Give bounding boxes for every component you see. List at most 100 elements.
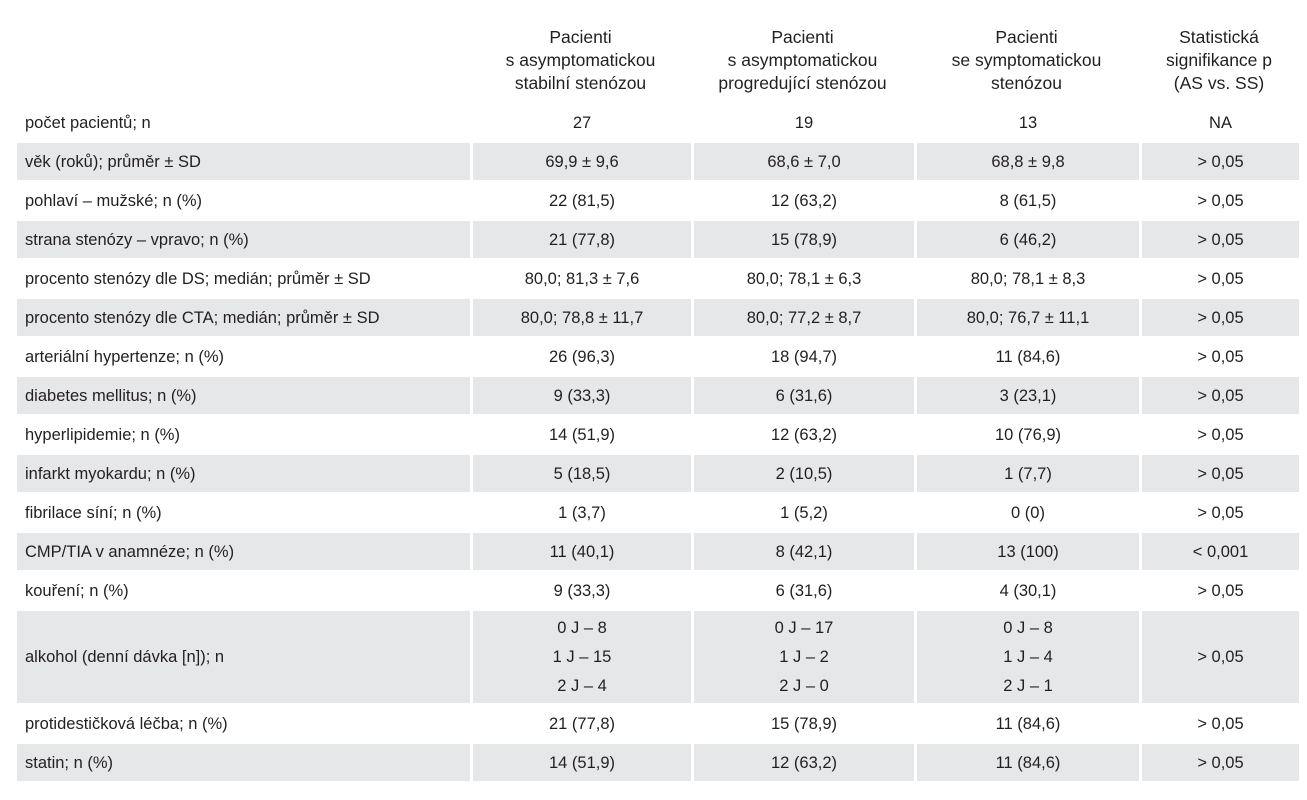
header-progressive-asymptomatic: Pacienti s asymptomatickou progredující … <box>691 7 914 102</box>
cell-stable-asymptomatic: 9 (33,3) <box>470 570 691 609</box>
row-label: CMP/TIA v anamnéze; n (%) <box>17 531 470 570</box>
cell-symptomatic: 8 (61,5) <box>914 180 1139 219</box>
header-text-line: (AS vs. SS) <box>1173 73 1265 93</box>
cell-significance: < 0,001 <box>1139 531 1299 570</box>
alcohol-dose-line: 0 J – 8 <box>557 618 607 637</box>
alcohol-dose-line: 2 J – 1 <box>1003 676 1053 695</box>
cell-symptomatic: 4 (30,1) <box>914 570 1139 609</box>
cell-progressive-asymptomatic: 1 (5,2) <box>691 492 914 531</box>
cell-significance: > 0,05 <box>1139 297 1299 336</box>
table-row: kouření; n (%) 9 (33,3) 6 (31,6) 4 (30,1… <box>17 570 1299 609</box>
cell-stable-asymptomatic: 69,9 ± 9,6 <box>470 141 691 180</box>
table-row: CMP/TIA v anamnéze; n (%) 11 (40,1) 8 (4… <box>17 531 1299 570</box>
cell-progressive-asymptomatic: 12 (63,2) <box>691 414 914 453</box>
cell-progressive-asymptomatic: 12 (63,2) <box>691 180 914 219</box>
table-body: počet pacientů; n 27 19 13 NA věk (roků)… <box>17 102 1299 781</box>
cell-significance: NA <box>1139 102 1299 141</box>
cell-significance: > 0,05 <box>1139 609 1299 703</box>
cell-symptomatic: 13 (100) <box>914 531 1139 570</box>
header-text-line: se symptomatickou <box>951 50 1102 70</box>
cell-significance: > 0,05 <box>1139 570 1299 609</box>
patient-characteristics-table: Pacienti s asymptomatickou stabilní sten… <box>17 7 1299 781</box>
alcohol-dose-line: 1 J – 15 <box>552 647 612 666</box>
cell-symptomatic: 1 (7,7) <box>914 453 1139 492</box>
header-text-line: progredující stenózou <box>718 73 887 93</box>
cell-stable-asymptomatic: 0 J – 8 1 J – 15 2 J – 4 <box>470 609 691 703</box>
cell-stable-asymptomatic: 14 (51,9) <box>470 742 691 781</box>
header-label-column <box>17 7 470 102</box>
cell-progressive-asymptomatic: 12 (63,2) <box>691 742 914 781</box>
cell-significance: > 0,05 <box>1139 492 1299 531</box>
cell-symptomatic: 0 J – 8 1 J – 4 2 J – 1 <box>914 609 1139 703</box>
row-label: věk (roků); průměr ± SD <box>17 141 470 180</box>
row-label: arteriální hypertenze; n (%) <box>17 336 470 375</box>
cell-symptomatic: 80,0; 76,7 ± 11,1 <box>914 297 1139 336</box>
row-label: pohlaví – mužské; n (%) <box>17 180 470 219</box>
cell-stable-asymptomatic: 80,0; 81,3 ± 7,6 <box>470 258 691 297</box>
alcohol-dose-line: 2 J – 0 <box>779 676 829 695</box>
header-text-line: Pacienti <box>549 27 612 47</box>
row-label: hyperlipidemie; n (%) <box>17 414 470 453</box>
cell-symptomatic: 11 (84,6) <box>914 742 1139 781</box>
cell-symptomatic: 10 (76,9) <box>914 414 1139 453</box>
cell-significance: > 0,05 <box>1139 375 1299 414</box>
cell-progressive-asymptomatic: 80,0; 77,2 ± 8,7 <box>691 297 914 336</box>
table-header-row: Pacienti s asymptomatickou stabilní sten… <box>17 7 1299 102</box>
table-row: procento stenózy dle CTA; medián; průměr… <box>17 297 1299 336</box>
cell-symptomatic: 80,0; 78,1 ± 8,3 <box>914 258 1139 297</box>
cell-significance: > 0,05 <box>1139 258 1299 297</box>
header-symptomatic: Pacienti se symptomatickou stenózou <box>914 7 1139 102</box>
cell-stable-asymptomatic: 5 (18,5) <box>470 453 691 492</box>
header-text-line: stenózou <box>990 73 1063 93</box>
row-label: infarkt myokardu; n (%) <box>17 453 470 492</box>
cell-progressive-asymptomatic: 6 (31,6) <box>691 570 914 609</box>
row-label: procento stenózy dle DS; medián; průměr … <box>17 258 470 297</box>
cell-progressive-asymptomatic: 19 <box>691 102 914 141</box>
cell-significance: > 0,05 <box>1139 703 1299 742</box>
cell-stable-asymptomatic: 22 (81,5) <box>470 180 691 219</box>
cell-significance: > 0,05 <box>1139 742 1299 781</box>
cell-stable-asymptomatic: 21 (77,8) <box>470 703 691 742</box>
cell-stable-asymptomatic: 1 (3,7) <box>470 492 691 531</box>
header-stable-asymptomatic: Pacienti s asymptomatickou stabilní sten… <box>470 7 691 102</box>
cell-progressive-asymptomatic: 15 (78,9) <box>691 219 914 258</box>
header-text-line: s asymptomatickou <box>505 50 656 70</box>
header-text-line: Statistická <box>1179 27 1259 47</box>
cell-significance: > 0,05 <box>1139 141 1299 180</box>
cell-symptomatic: 11 (84,6) <box>914 336 1139 375</box>
cell-progressive-asymptomatic: 68,6 ± 7,0 <box>691 141 914 180</box>
header-text-line: signifikance p <box>1165 50 1273 70</box>
row-label: fibrilace síní; n (%) <box>17 492 470 531</box>
table-row: hyperlipidemie; n (%) 14 (51,9) 12 (63,2… <box>17 414 1299 453</box>
cell-stable-asymptomatic: 11 (40,1) <box>470 531 691 570</box>
table-row: diabetes mellitus; n (%) 9 (33,3) 6 (31,… <box>17 375 1299 414</box>
cell-significance: > 0,05 <box>1139 180 1299 219</box>
cell-progressive-asymptomatic: 80,0; 78,1 ± 6,3 <box>691 258 914 297</box>
alcohol-dose-line: 1 J – 2 <box>779 647 829 666</box>
table-row: arteriální hypertenze; n (%) 26 (96,3) 1… <box>17 336 1299 375</box>
cell-stable-asymptomatic: 80,0; 78,8 ± 11,7 <box>470 297 691 336</box>
table-row: pohlaví – mužské; n (%) 22 (81,5) 12 (63… <box>17 180 1299 219</box>
alcohol-dose-line: 1 J – 4 <box>1003 647 1053 666</box>
cell-stable-asymptomatic: 26 (96,3) <box>470 336 691 375</box>
cell-stable-asymptomatic: 21 (77,8) <box>470 219 691 258</box>
header-significance: Statistická signifikance p (AS vs. SS) <box>1139 7 1299 102</box>
table-row: alkohol (denní dávka [n]); n 0 J – 8 1 J… <box>17 609 1299 703</box>
cell-symptomatic: 13 <box>914 102 1139 141</box>
table-row: počet pacientů; n 27 19 13 NA <box>17 102 1299 141</box>
header-text-line: Pacienti <box>995 27 1058 47</box>
cell-significance: > 0,05 <box>1139 219 1299 258</box>
row-label: statin; n (%) <box>17 742 470 781</box>
cell-symptomatic: 11 (84,6) <box>914 703 1139 742</box>
table-row: procento stenózy dle DS; medián; průměr … <box>17 258 1299 297</box>
row-label: strana stenózy – vpravo; n (%) <box>17 219 470 258</box>
cell-progressive-asymptomatic: 15 (78,9) <box>691 703 914 742</box>
header-text-line: s asymptomatickou <box>727 50 878 70</box>
row-label: kouření; n (%) <box>17 570 470 609</box>
cell-progressive-asymptomatic: 18 (94,7) <box>691 336 914 375</box>
row-label: diabetes mellitus; n (%) <box>17 375 470 414</box>
cell-symptomatic: 3 (23,1) <box>914 375 1139 414</box>
table-row: protidestičková léčba; n (%) 21 (77,8) 1… <box>17 703 1299 742</box>
cell-progressive-asymptomatic: 2 (10,5) <box>691 453 914 492</box>
cell-symptomatic: 0 (0) <box>914 492 1139 531</box>
